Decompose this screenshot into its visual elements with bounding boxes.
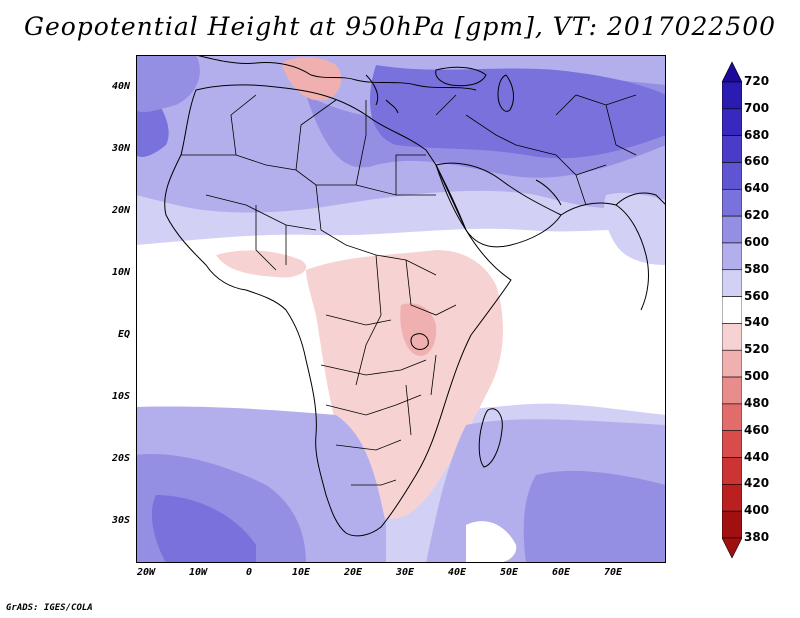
coast-africa — [164, 84, 512, 537]
lat-label-eq: EQ — [117, 329, 130, 340]
colorbar-swatch — [722, 135, 742, 163]
map-frame — [136, 55, 666, 563]
lat-label-10n: 10N — [111, 267, 130, 278]
coastlines — [164, 55, 666, 537]
colorbar-swatch — [722, 108, 742, 136]
colorbar-level-label: 600 — [744, 234, 770, 249]
coast-black-sea — [435, 66, 487, 87]
lon-label-40e: 40E — [447, 567, 467, 578]
colorbar-swatch — [722, 215, 742, 244]
colorbar-level-label: 720 — [744, 74, 770, 88]
colorbar-swatch — [722, 269, 742, 297]
colorbar-swatch — [722, 430, 742, 458]
coast-iran-india — [560, 192, 666, 311]
coast-arabia — [435, 162, 562, 248]
colorbar-bottom-arrow — [722, 537, 742, 559]
field-india-white — [604, 192, 666, 265]
lon-label-60e: 60E — [551, 567, 571, 578]
colorbar-swatch — [722, 484, 742, 512]
colorbar-swatch — [722, 349, 742, 378]
field-sahel-low — [216, 250, 307, 278]
lon-label-70e: 70E — [603, 567, 623, 578]
colorbar-swatch — [722, 296, 742, 324]
lon-label-10w: 10W — [188, 567, 208, 578]
lat-label-30n: 30N — [111, 143, 130, 154]
colorbar-level-label: 620 — [744, 208, 770, 223]
colorbar-swatch — [722, 162, 742, 190]
map-panel — [136, 55, 666, 563]
colorbar-level-label: 480 — [744, 395, 770, 410]
colorbar-level-label: 420 — [744, 476, 770, 491]
field-south-atlantic-core — [151, 495, 256, 563]
colorbar-level-label: 540 — [744, 315, 770, 330]
colorbar-swatch — [722, 510, 742, 539]
lat-label-20n: 20N — [111, 205, 130, 216]
colorbar-swatch — [722, 242, 742, 271]
colorbar-level-label: 700 — [744, 100, 770, 115]
colorbar-level-label: 560 — [744, 288, 770, 303]
lon-label-10e: 10E — [291, 567, 311, 578]
lon-label-30e: 30E — [395, 567, 415, 578]
colorbar-top-arrow — [722, 61, 742, 83]
lat-label-40n: 40N — [111, 81, 130, 92]
colorbar-level-label: 380 — [744, 530, 770, 544]
colorbar-level-label: 500 — [744, 369, 770, 384]
colorbar-swatch — [722, 376, 742, 405]
chart-title: Geopotential Height at 950hPa [gpm], VT:… — [23, 12, 777, 41]
credit-text: GrADS: IGES/COLA — [6, 603, 93, 613]
lon-label-50e: 50E — [499, 567, 519, 578]
field-middle-east-max — [370, 65, 666, 159]
field-eastafrica-low — [400, 303, 437, 356]
colorbar-swatch — [722, 457, 742, 485]
field-north-atlantic-band — [136, 55, 200, 113]
colorbar-swatch — [722, 188, 742, 217]
colorbar — [722, 61, 742, 559]
lat-label-20s: 20S — [111, 453, 130, 464]
colorbar-level-label: 660 — [744, 154, 770, 169]
coast-madagascar — [478, 408, 503, 468]
field-madagascar-white — [466, 521, 517, 563]
colorbar-swatch — [722, 81, 742, 110]
colorbar-level-label: 460 — [744, 422, 770, 437]
coast-caspian — [497, 74, 514, 112]
colorbar-level-label: 400 — [744, 503, 770, 518]
colorbar-level-label: 580 — [744, 261, 770, 276]
colorbar-level-label: 680 — [744, 127, 770, 142]
colorbar-swatch — [722, 323, 742, 351]
lon-label-20e: 20E — [343, 567, 363, 578]
country-borders — [181, 94, 637, 486]
lat-label-10s: 10S — [111, 391, 130, 402]
colorbar-level-label: 520 — [744, 342, 770, 357]
colorbar-level-label: 440 — [744, 449, 770, 464]
field-indian-ocean-core — [523, 470, 666, 563]
lat-label-30s: 30S — [111, 515, 130, 526]
field-north-med-low — [281, 57, 342, 101]
lon-label-20w: 20W — [136, 567, 156, 578]
lon-label-0: 0 — [245, 567, 253, 578]
colorbar-level-label: 640 — [744, 181, 770, 196]
lake-victoria — [410, 333, 429, 350]
coast-greece — [365, 74, 399, 114]
coast-europe — [195, 55, 477, 91]
coast-persian-gulf — [535, 179, 562, 206]
colorbar-swatch — [722, 403, 742, 432]
coast-red-sea — [435, 164, 467, 231]
